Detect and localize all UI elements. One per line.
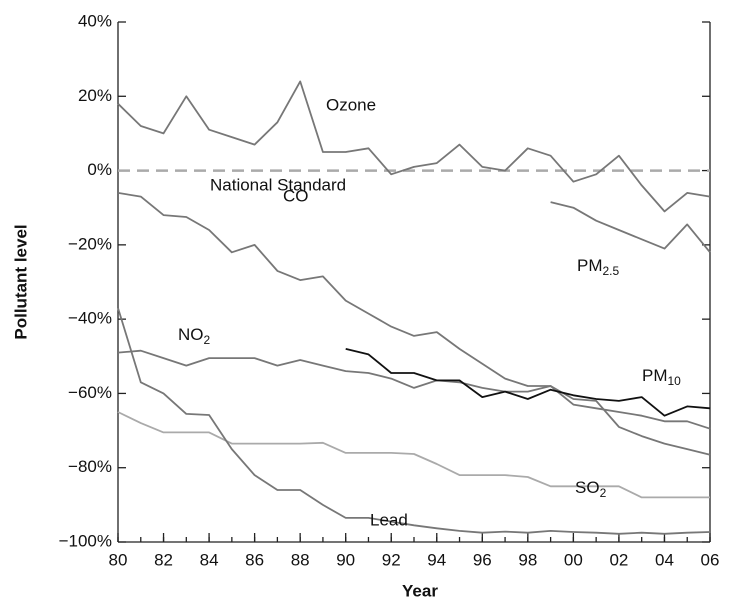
x-axis-label: Year: [402, 581, 438, 600]
y-tick-label: −100%: [59, 531, 112, 550]
series-label: NO2: [178, 325, 211, 347]
x-tick-label: 94: [427, 550, 446, 569]
x-tick-label: 02: [609, 550, 628, 569]
series-line: [550, 201, 711, 253]
x-tick-label: 82: [154, 550, 173, 569]
x-tick-label: 96: [473, 550, 492, 569]
series-label: PM2.5: [577, 256, 620, 278]
series-label: Lead: [370, 510, 408, 529]
series-line: [117, 192, 711, 456]
x-tick-label: 84: [200, 550, 219, 569]
x-tick-label: 88: [291, 550, 310, 569]
series-line: [345, 348, 711, 417]
y-tick-label: −40%: [68, 309, 112, 328]
x-tick-label: 90: [336, 550, 355, 569]
series-line: [117, 349, 711, 430]
y-axis-label: Pollutant level: [11, 224, 30, 339]
series-line: [117, 80, 711, 213]
x-tick-label: 04: [655, 550, 674, 569]
y-tick-label: −60%: [68, 383, 112, 402]
x-tick-label: 98: [518, 550, 537, 569]
x-tick-label: 86: [245, 550, 264, 569]
series-line: [117, 307, 711, 535]
x-tick-label: 06: [701, 550, 720, 569]
series-label: Ozone: [326, 95, 376, 114]
y-tick-label: 40%: [78, 11, 112, 30]
x-tick-label: 80: [109, 550, 128, 569]
series-line: [117, 411, 710, 499]
x-tick-label: 92: [382, 550, 401, 569]
reference-label: National Standard: [210, 175, 346, 194]
y-tick-label: 0%: [87, 160, 112, 179]
series-label: PM10: [642, 366, 681, 388]
y-tick-label: −80%: [68, 457, 112, 476]
y-tick-label: −20%: [68, 234, 112, 253]
series-label: CO: [283, 186, 309, 205]
y-tick-label: 20%: [78, 86, 112, 105]
series-label: SO2: [575, 478, 607, 500]
x-tick-label: 00: [564, 550, 583, 569]
